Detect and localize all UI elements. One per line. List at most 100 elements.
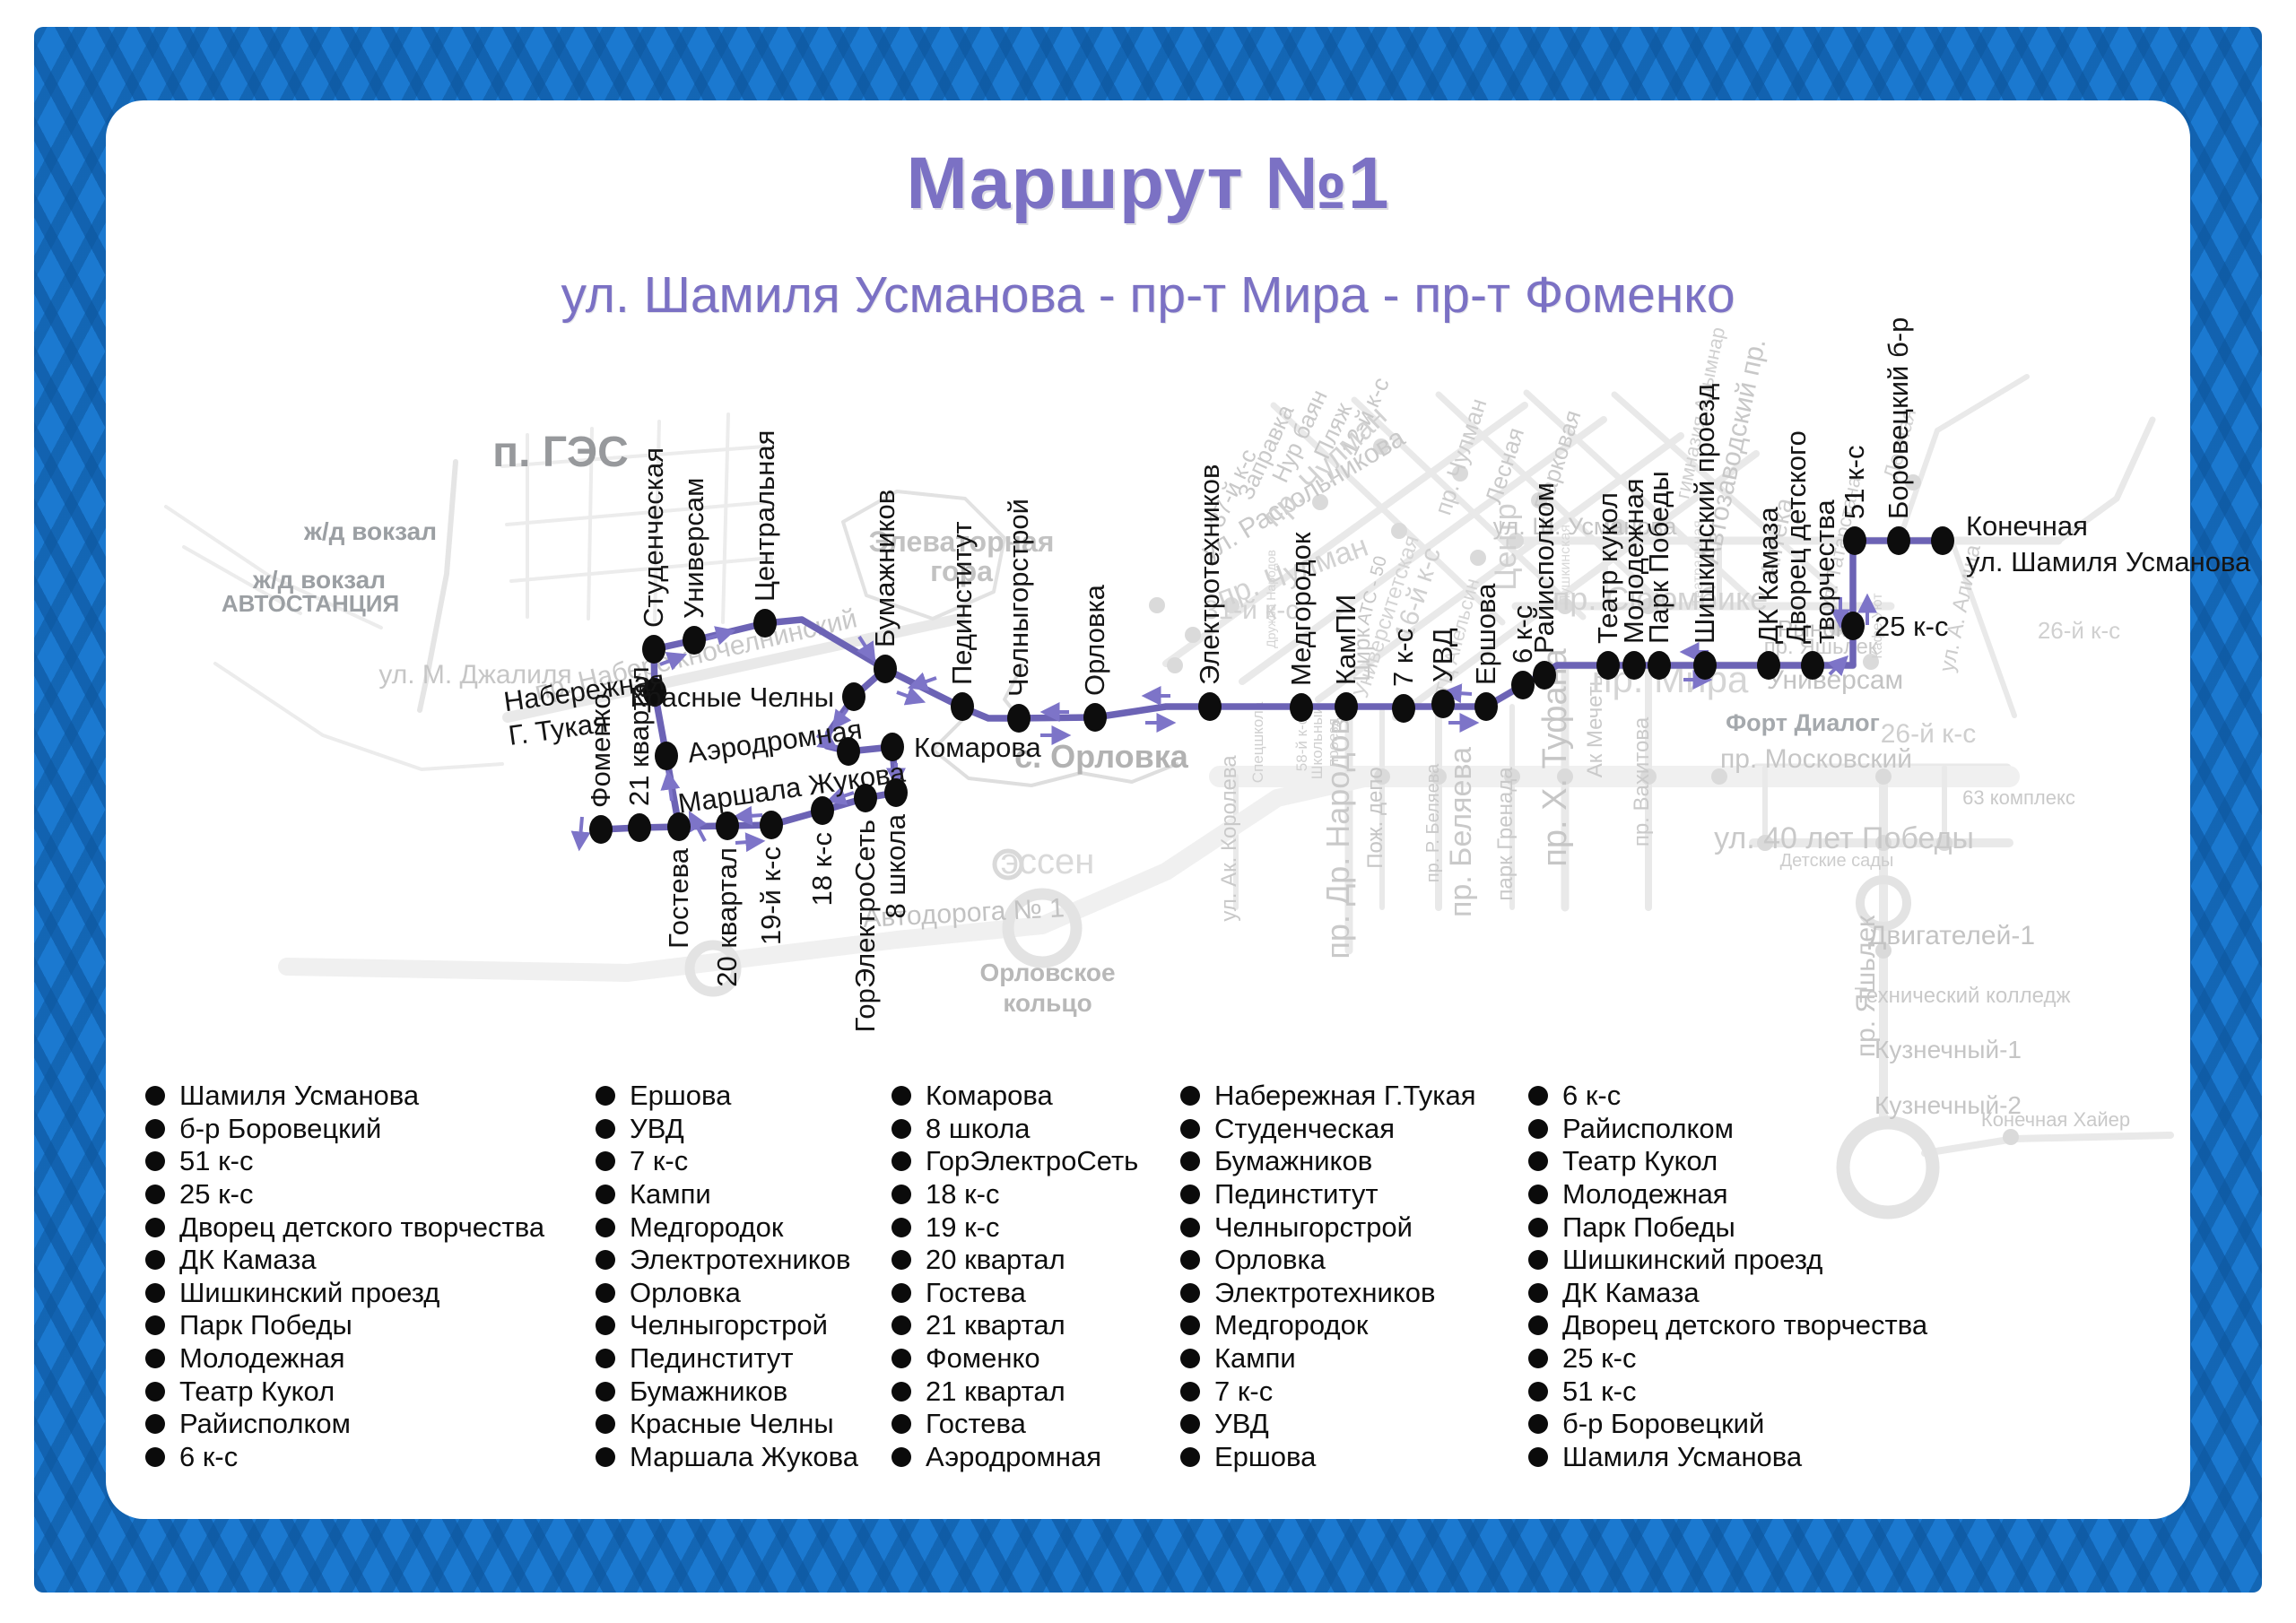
bg-intersection-dot — [1863, 654, 1879, 670]
stop-name: б-р Боровецкий — [1562, 1408, 1765, 1440]
bg-map-label: пр. Р. Беляева — [1423, 763, 1443, 882]
map-stop-label: Пединститут — [946, 521, 978, 685]
stop-bullet-icon — [596, 1414, 615, 1435]
bg-road — [505, 500, 770, 526]
stop-name: Молодежная — [179, 1342, 345, 1375]
stop-name: Комарова — [926, 1080, 1053, 1112]
stop-name: Кампи — [1214, 1342, 1296, 1375]
list-item: Шишкинский проезд — [1528, 1244, 1927, 1277]
map-stop: Челныгорстрой — [1003, 499, 1034, 733]
bg-map-label: Орловское — [979, 959, 1115, 986]
list-item: ГорЭлектроСеть — [891, 1145, 1138, 1178]
bg-map-label: 58-й к-с — [1293, 716, 1310, 771]
route-direction-arrow — [907, 672, 937, 691]
map-stop-dot — [1648, 651, 1671, 680]
stop-name: 21 квартал — [926, 1375, 1065, 1407]
stop-name: Пединститут — [630, 1342, 794, 1375]
map-stop-label: Медгородок — [1285, 532, 1317, 686]
map-stop-dot — [1841, 612, 1865, 640]
stop-name: 51 к-с — [179, 1145, 254, 1177]
list-item: Шамиля Усманова — [145, 1080, 544, 1113]
bg-road — [213, 662, 504, 771]
map-stop-label: КамПИ — [1330, 595, 1361, 685]
list-item: Орловка — [1180, 1244, 1476, 1277]
bg-roundabout — [1002, 888, 1083, 968]
stop-bullet-icon — [1180, 1250, 1200, 1271]
stop-bullet-icon — [596, 1381, 615, 1402]
route-direction-arrow — [896, 686, 926, 706]
map-stop: Пединститут — [946, 521, 978, 721]
bg-intersection-dot — [2003, 1129, 2019, 1145]
map-stop-label: Гостева — [663, 847, 694, 949]
map-stop: УВД — [1427, 628, 1458, 718]
list-item: Молодежная — [1528, 1178, 1927, 1211]
bg-intersection-dot — [1431, 768, 1447, 785]
stop-bullet-icon — [596, 1349, 615, 1369]
list-item: Красные Челны — [596, 1408, 858, 1441]
stop-bullet-icon — [1528, 1118, 1548, 1139]
stop-bullet-icon — [145, 1118, 165, 1139]
stop-list-column-5: 6 к-с Райисполком Театр Кукол Молодежная Пар… — [1528, 1080, 1927, 1473]
map-stop-dot — [1533, 661, 1556, 690]
map-stop-dot — [1474, 692, 1498, 721]
list-item: Шишкинский проезд — [145, 1277, 544, 1310]
stop-name: Студенческая — [1214, 1112, 1396, 1144]
bg-road — [500, 445, 766, 468]
stop-bullet-icon — [145, 1381, 165, 1402]
stop-name: 25 к-с — [1562, 1342, 1637, 1375]
bg-map-label: Технический колледж — [1854, 984, 2070, 1008]
stop-bullet-icon — [1528, 1217, 1548, 1237]
stop-name: 6 к-с — [179, 1440, 239, 1472]
map-stop-dot — [1801, 651, 1824, 680]
bg-map-label: ж/д вокзал — [252, 566, 386, 594]
stop-name: ГорЭлектроСеть — [926, 1145, 1139, 1177]
bg-road — [1523, 389, 1754, 603]
route-direction-arrow — [1827, 655, 1849, 677]
map-stop: ГорЭлектроСеть — [849, 784, 881, 1032]
bg-intersection-dot — [1504, 768, 1520, 785]
bg-map-label: ул. Ш. Усманова — [1493, 513, 1678, 540]
map-stop: 25 к-с — [1841, 611, 1948, 642]
bg-map-label: Ак Мечеть — [1583, 675, 1607, 778]
bg-map-label: Детские сады — [1780, 851, 1894, 871]
bg-map-label: эссен — [1001, 842, 1095, 881]
bg-map-label: Дружба Народов — [1264, 550, 1278, 648]
map-stop-dot — [1931, 526, 1954, 555]
stop-name: Орловка — [630, 1276, 741, 1308]
map-stop-label: Центральная — [749, 430, 780, 602]
bg-intersection-dot — [1373, 438, 1389, 455]
bg-intersection-dot — [1374, 768, 1390, 785]
bg-map-label: пр. Др. Народов — [1319, 717, 1356, 959]
bg-map-label: Пушкинская — [1558, 525, 1573, 605]
stop-bullet-icon — [1180, 1151, 1200, 1172]
bg-road — [1951, 542, 2017, 718]
stop-name: Набережная Г.Тукая — [1214, 1080, 1476, 1112]
bg-map-label: 31-й к-с — [1204, 595, 1300, 625]
list-item: Студенческая — [1180, 1113, 1476, 1146]
stop-name: Молодежная — [1562, 1178, 1728, 1211]
route-direction-arrow — [732, 805, 763, 826]
list-item: УВД — [596, 1113, 858, 1146]
map-stop-dot — [753, 609, 777, 638]
list-item: 21 квартал — [891, 1309, 1138, 1342]
list-item: Гостева — [891, 1408, 1138, 1441]
stop-bullet-icon — [891, 1151, 911, 1172]
list-item: Молодежная — [145, 1342, 544, 1376]
map-stop-dot — [854, 784, 877, 812]
bg-road — [182, 545, 302, 615]
stop-name: Фоменко — [926, 1342, 1040, 1375]
map-stop-label: 6 к-с — [1507, 605, 1538, 664]
map-stop-label: Электротехников — [1194, 464, 1225, 685]
bg-intersection-dot — [1557, 598, 1573, 614]
list-item: 25 к-с — [145, 1178, 544, 1211]
map-stop: Райисполком — [1528, 482, 1560, 690]
list-item: 25 к-с — [1528, 1342, 1927, 1376]
map-stop-dot — [1392, 694, 1415, 723]
map-stop: ДК Камаза — [1752, 507, 1784, 680]
stop-bullet-icon — [596, 1185, 615, 1205]
stop-name: Театр Кукол — [179, 1375, 335, 1407]
map-stop-dot — [1083, 703, 1107, 732]
stop-bullet-icon — [145, 1446, 165, 1467]
bg-roundabout — [684, 940, 742, 997]
